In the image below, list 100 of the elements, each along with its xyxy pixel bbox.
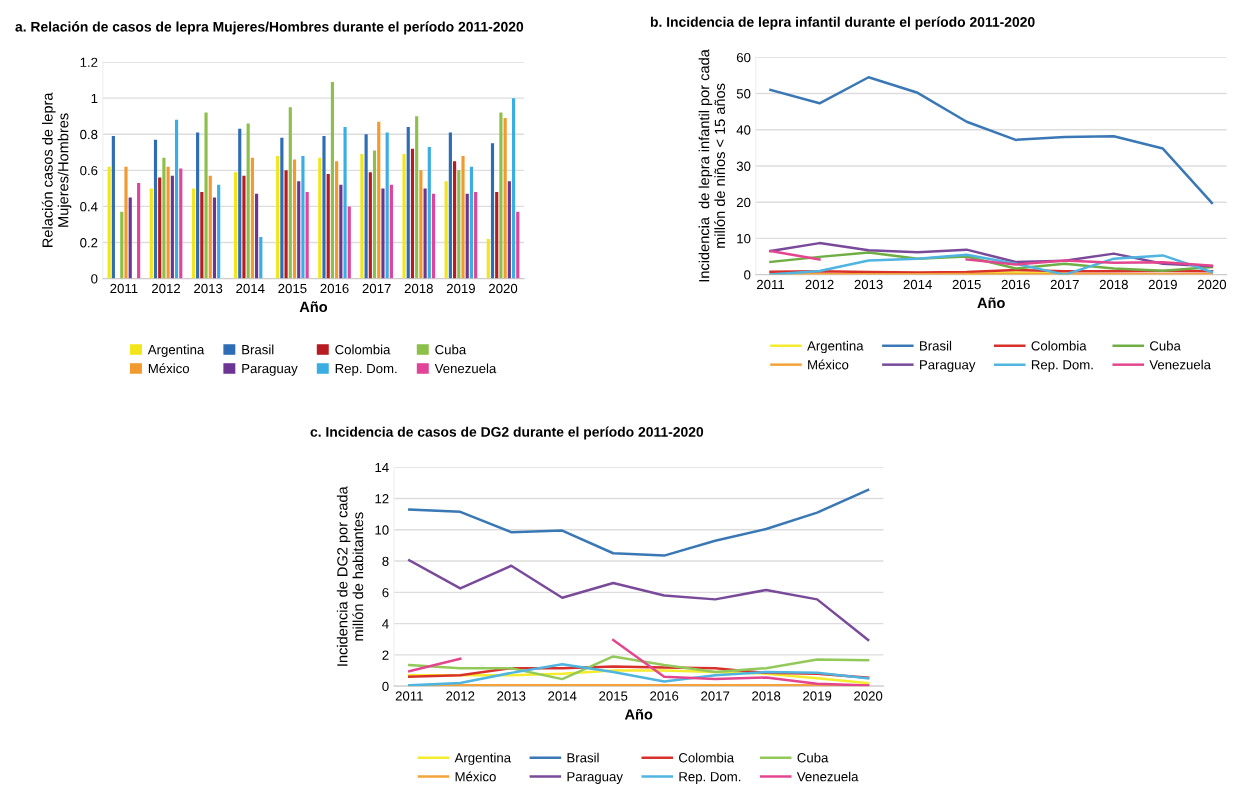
bar — [153, 139, 158, 279]
bar — [284, 170, 288, 279]
x-tick-label: 2017 — [1050, 279, 1079, 290]
bar — [389, 184, 393, 279]
bar — [410, 148, 415, 279]
x-tick-label: 2016 — [1001, 279, 1030, 290]
bar — [111, 136, 115, 279]
bar — [158, 177, 162, 279]
x-tick-label: 2015 — [599, 691, 628, 701]
legend-label: Rep. Dom. — [679, 772, 741, 784]
bar — [377, 121, 381, 279]
legend-label: México — [455, 771, 496, 782]
bar — [499, 112, 503, 279]
bar — [335, 161, 339, 279]
legend-label: Venezuela — [434, 363, 497, 374]
y-tick-label: 1 — [91, 93, 98, 103]
legend-label: México — [148, 363, 190, 374]
x-tick-label: 2011 — [395, 691, 423, 701]
y-axis-title: Incidencia de lepra infantil por cada millón de niños < 15 años — [698, 49, 726, 282]
x-tick-label: 2012 — [805, 279, 834, 290]
legend-label: Cuba — [797, 752, 829, 763]
line-series — [408, 663, 870, 687]
bar — [162, 157, 166, 279]
legend-label: Brasil — [567, 752, 599, 763]
bar — [107, 166, 111, 279]
bar — [292, 159, 297, 279]
x-tick-label: 2018 — [404, 283, 433, 294]
bar — [179, 168, 183, 279]
legend-label: Venezuela — [796, 771, 859, 782]
bar — [196, 132, 200, 279]
y-tick-label: 50 — [736, 89, 751, 99]
y-tick-label: 0 — [91, 274, 98, 284]
y-tick-label: 0.6 — [80, 165, 98, 176]
bar — [372, 150, 377, 279]
bar — [415, 116, 419, 279]
y-tick-label: 2 — [382, 650, 389, 660]
legend-label: Rep. Dom. — [335, 363, 397, 376]
x-tick-label: 2019 — [446, 283, 475, 294]
bar — [208, 175, 212, 279]
bar — [364, 134, 368, 279]
bar — [301, 155, 305, 279]
bar — [280, 137, 284, 279]
bar — [444, 181, 448, 279]
legend-label: Paraguay — [242, 363, 298, 376]
bar — [490, 143, 495, 279]
legend-label: Venezuela — [1149, 359, 1211, 370]
y-tick-label: 10 — [375, 525, 389, 535]
x-axis-title: Año — [624, 708, 653, 720]
bar — [368, 172, 372, 279]
bar — [474, 192, 478, 279]
x-axis-title: Año — [977, 297, 1005, 309]
y-tick-label: 10 — [737, 233, 751, 244]
x-tick-label: 2013 — [854, 279, 883, 290]
bar — [486, 238, 490, 279]
bar — [427, 146, 431, 279]
y-tick-label: 40 — [736, 125, 751, 135]
legend-label: Colombia — [335, 344, 391, 355]
bar — [305, 192, 309, 279]
bar — [174, 119, 179, 279]
bar — [124, 166, 128, 279]
y-tick-label: 0 — [744, 270, 751, 280]
legend-label: Cuba — [435, 344, 467, 355]
y-tick-label: 12 — [375, 494, 389, 504]
x-tick-label: 2020 — [1197, 279, 1227, 290]
bar — [276, 155, 280, 279]
bar — [288, 107, 292, 279]
x-tick-label: 2019 — [803, 691, 832, 701]
bar — [246, 123, 250, 279]
y-tick-label: 1.2 — [80, 57, 98, 67]
y-tick-label: 60 — [736, 52, 751, 63]
x-tick-label: 2016 — [650, 691, 679, 701]
line-series — [408, 655, 870, 681]
legend-label: Argentina — [454, 752, 512, 766]
x-tick-label: 2017 — [701, 691, 730, 701]
bar — [381, 188, 385, 279]
line-series — [408, 559, 870, 642]
legend-label: Colombia — [679, 752, 735, 763]
bar — [347, 206, 351, 279]
line-series — [408, 488, 870, 557]
bar — [200, 192, 204, 279]
y-tick-label: 0.4 — [80, 202, 98, 212]
bar — [385, 132, 389, 279]
bar — [503, 118, 507, 279]
y-tick-label: 8 — [382, 556, 389, 566]
bar — [242, 175, 246, 279]
chart-title: b. Incidencia de lepra infantil durante el período 2011-2020 — [650, 16, 1035, 30]
bar — [326, 173, 330, 279]
bar — [297, 181, 301, 279]
bar — [423, 188, 427, 279]
x-tick-label: 2014 — [236, 283, 265, 294]
x-tick-label: 2013 — [497, 691, 526, 701]
bar — [250, 157, 254, 279]
legend-label: Brasil — [242, 344, 274, 355]
line-series — [769, 75, 1214, 205]
x-tick-label: 2017 — [362, 283, 391, 294]
legend-label: Argentina — [807, 340, 864, 354]
bar — [212, 197, 217, 279]
bar — [453, 161, 457, 279]
bar — [495, 192, 499, 279]
bar — [217, 184, 221, 279]
